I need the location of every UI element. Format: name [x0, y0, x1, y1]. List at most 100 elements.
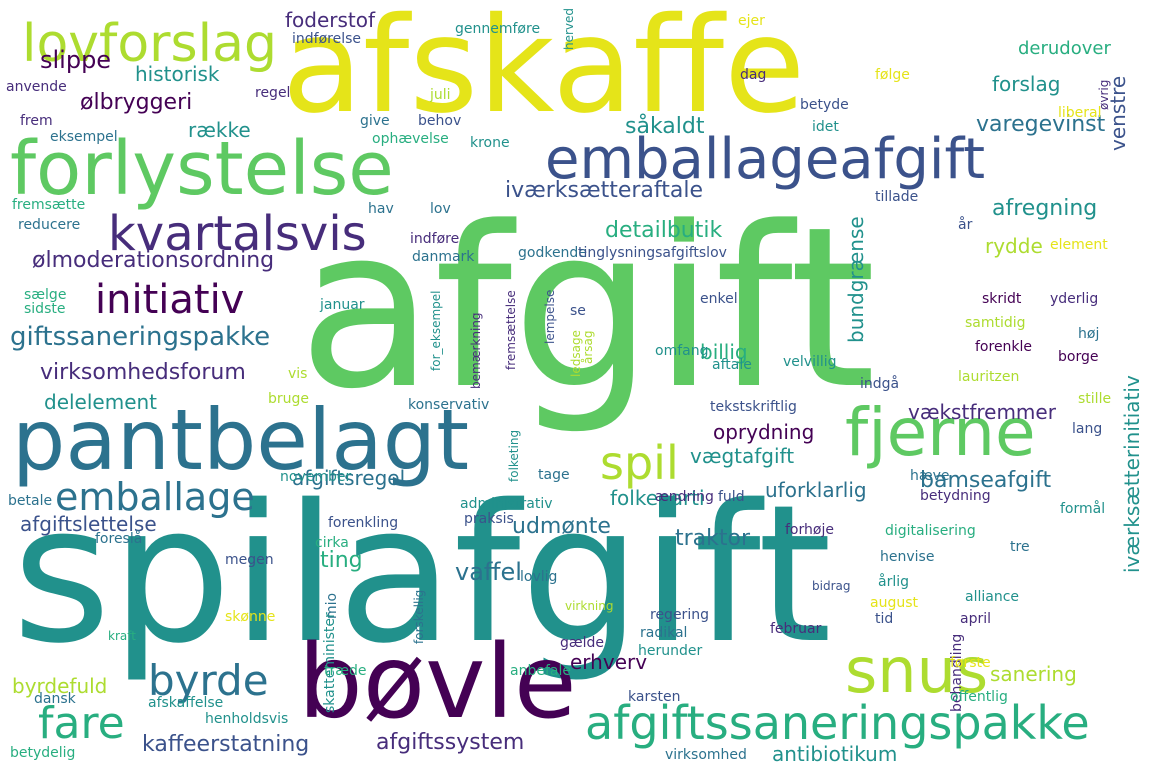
cloud-word: spil — [600, 436, 679, 490]
cloud-word: august — [870, 595, 918, 611]
cloud-word: liberal — [1058, 105, 1102, 121]
cloud-word: januar — [320, 297, 365, 313]
cloud-word: lang — [1072, 421, 1103, 437]
cloud-word: dansk — [34, 691, 76, 707]
cloud-word: formål — [1060, 501, 1106, 517]
cloud-word: velvillig — [783, 354, 837, 370]
cloud-word: giftssaneringspakke — [10, 322, 271, 352]
cloud-word: november — [280, 469, 352, 485]
cloud-word: herunder — [638, 643, 703, 659]
cloud-word: bøvle — [298, 623, 577, 742]
cloud-word: ejer — [738, 13, 765, 29]
cloud-word: antibiotikum — [772, 742, 898, 766]
cloud-word: behov — [418, 113, 462, 129]
cloud-word: forslag — [992, 72, 1061, 96]
cloud-word: henvise — [880, 549, 935, 565]
cloud-word: fare — [38, 698, 125, 749]
cloud-word: element — [1050, 237, 1108, 253]
cloud-word: delelement — [44, 390, 158, 414]
cloud-word: år — [958, 217, 973, 233]
cloud-word: emballageafgift — [545, 127, 986, 192]
cloud-word: varegevinst — [976, 112, 1106, 137]
cloud-word: sanering — [990, 662, 1077, 686]
cloud-word: afregning — [992, 196, 1098, 221]
cloud-word: ophævelse — [372, 131, 449, 147]
cloud-word: folketing — [507, 429, 521, 482]
cloud-word: afgiftssaneringspakke — [585, 696, 1090, 750]
cloud-word: lempelse — [543, 289, 557, 344]
cloud-word: række — [188, 118, 251, 142]
cloud-word: virksomhed — [665, 747, 747, 763]
cloud-word: yderlig — [1050, 291, 1099, 307]
cloud-word: bidrag — [812, 579, 851, 593]
cloud-word: afgiftssystem — [376, 730, 525, 755]
cloud-word: lovlig — [520, 569, 558, 585]
cloud-word: anbefale — [510, 663, 571, 679]
cloud-word: tillade — [875, 189, 919, 205]
cloud-word: spilafgift — [12, 464, 832, 685]
cloud-word: udmønte — [512, 514, 611, 539]
cloud-word: vaffel — [455, 558, 522, 586]
cloud-word: afgiftsregel — [292, 466, 406, 490]
cloud-word: praksis — [464, 511, 514, 527]
cloud-word: forenkle — [975, 339, 1033, 355]
cloud-word: indførelse — [292, 31, 362, 47]
cloud-word: snus — [845, 634, 989, 707]
cloud-word: administrativ — [460, 496, 553, 512]
cloud-word: tage — [538, 467, 570, 483]
cloud-word: vægtafgift — [690, 444, 795, 468]
cloud-word: lov — [430, 201, 451, 217]
cloud-word: godkende — [518, 245, 587, 261]
cloud-word: digitalisering — [885, 523, 976, 539]
cloud-word: kaffeerstatning — [142, 732, 310, 757]
cloud-word: traktor — [675, 526, 751, 551]
cloud-word: gælde — [560, 635, 605, 651]
cloud-word: afgiftslettelse — [20, 512, 157, 536]
cloud-word: virkning — [565, 599, 614, 613]
cloud-word: cirka — [315, 535, 349, 551]
cloud-word: kraft — [108, 629, 136, 643]
cloud-word: danmark — [412, 249, 475, 265]
cloud-word: uforklarlig — [765, 478, 867, 502]
cloud-word: initiativ — [95, 277, 245, 323]
cloud-word: juli — [430, 87, 451, 103]
cloud-word: hav — [368, 201, 394, 217]
cloud-word: træde — [324, 663, 367, 679]
cloud-word: skridt — [982, 291, 1022, 307]
cloud-word: årsag — [581, 330, 595, 364]
cloud-word: fuld — [718, 489, 745, 505]
cloud-word: stille — [1078, 391, 1112, 407]
cloud-word: oprydning — [713, 420, 815, 444]
cloud-word: give — [360, 113, 390, 129]
cloud-word: betydning — [920, 488, 991, 504]
cloud-word: krone — [470, 135, 510, 151]
cloud-word: reducere — [18, 217, 81, 233]
cloud-word: sidste — [24, 301, 66, 317]
cloud-word: byrde — [148, 656, 269, 705]
cloud-word: iværksætterinitiativ — [1120, 375, 1144, 573]
cloud-word: derudover — [1018, 38, 1111, 59]
cloud-word: aftale — [712, 357, 752, 373]
cloud-word: vis — [288, 366, 308, 382]
cloud-word: forlystelse — [10, 126, 394, 212]
cloud-word: skønne — [225, 609, 276, 625]
cloud-word: konservativ — [408, 397, 490, 413]
cloud-word: februar — [770, 621, 822, 637]
cloud-word: emballage — [55, 475, 255, 519]
cloud-word: forenkling — [328, 515, 399, 531]
cloud-word: billig — [700, 340, 748, 364]
cloud-word: for_eksempel — [429, 290, 443, 372]
cloud-word: idet — [812, 119, 839, 135]
cloud-word: regering — [650, 607, 709, 623]
cloud-word: se — [570, 303, 586, 319]
cloud-word: lovforslag — [22, 14, 277, 74]
cloud-word: venstre — [1106, 75, 1130, 151]
cloud-word: hæve — [910, 468, 950, 484]
cloud-word: foreslå — [95, 531, 143, 547]
cloud-word: byrdefuld — [12, 674, 108, 698]
cloud-word: alliance — [965, 589, 1020, 605]
cloud-word: afskaffe — [282, 0, 806, 143]
cloud-word: omfang — [655, 343, 709, 359]
cloud-word: betale — [8, 493, 53, 509]
cloud-word: frem — [20, 113, 53, 129]
